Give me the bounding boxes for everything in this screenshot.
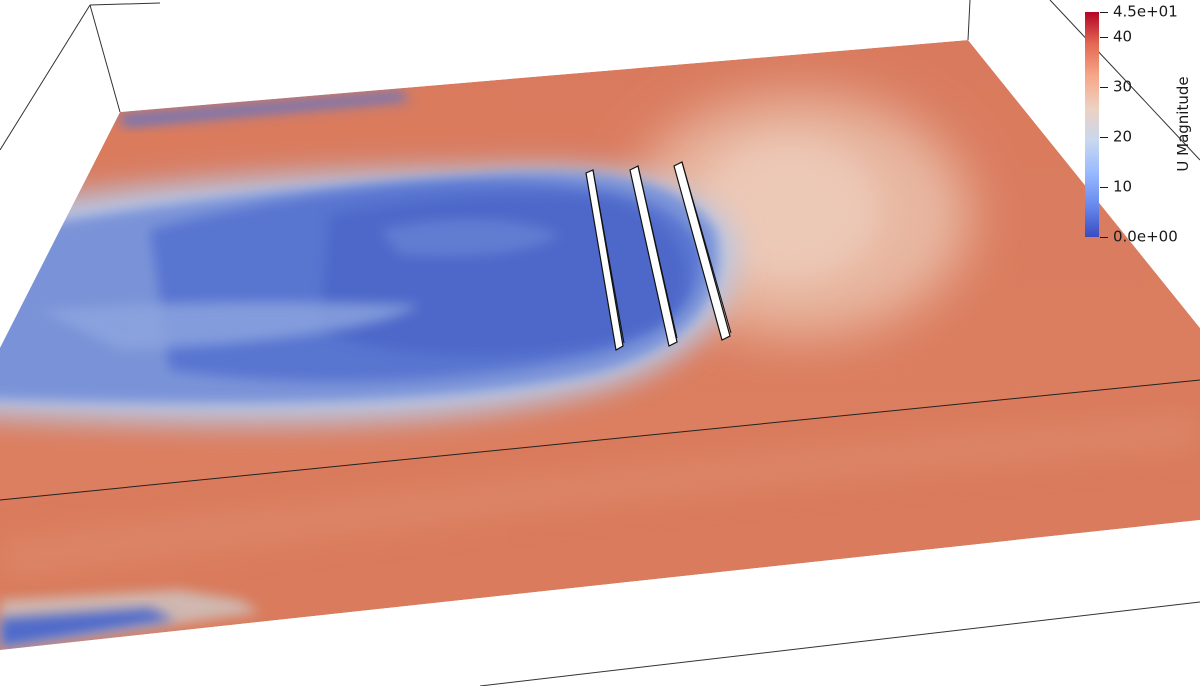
colorbar-tick-mark — [1100, 187, 1108, 188]
colorbar-tick-label: 40 — [1113, 27, 1133, 46]
colorbar-tick-label: 20 — [1113, 127, 1133, 146]
colorbar-tick-mark — [1100, 87, 1108, 88]
color-bar — [1085, 12, 1099, 237]
panel-3 — [673, 161, 732, 341]
colorbar-tick-label: 4.5e+01 — [1113, 2, 1178, 21]
domain-top-surface — [0, 40, 1200, 500]
panel-1 — [585, 169, 625, 351]
domain-front-face — [0, 380, 1200, 650]
colorbar-tick-label: 0.0e+00 — [1113, 227, 1178, 246]
domain-edges — [0, 379, 1200, 501]
colorbar-tick-mark — [1100, 37, 1108, 38]
colorbar-tick-label: 30 — [1113, 77, 1133, 96]
colorbar-tick-mark — [1100, 137, 1108, 138]
panel-2 — [629, 165, 678, 347]
legend-title: U Magnitude — [1174, 76, 1192, 172]
colorbar-tick-label: 10 — [1113, 177, 1133, 196]
colorbar-tick-mark — [1100, 237, 1108, 238]
colorbar-tick-mark — [1100, 12, 1108, 13]
